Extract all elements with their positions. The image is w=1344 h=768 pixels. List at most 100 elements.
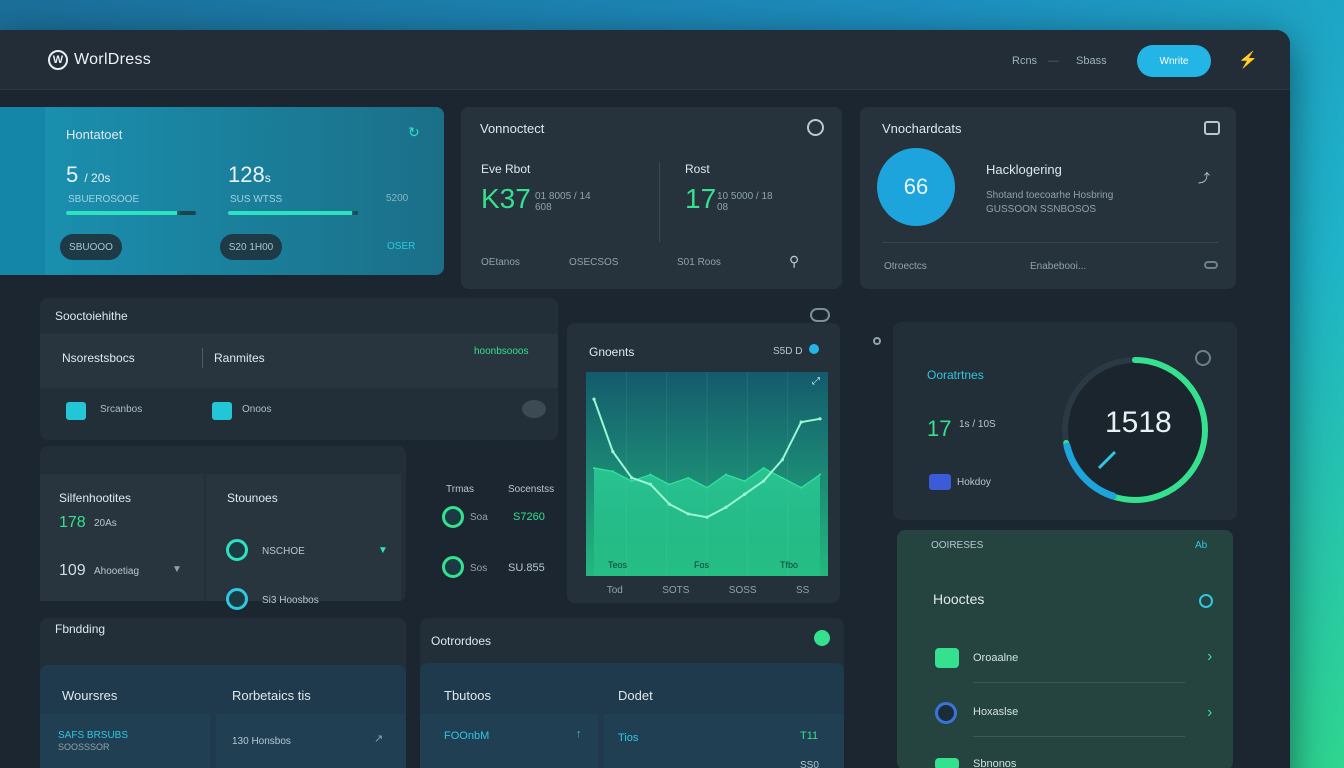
module-item-3[interactable]: Sbnonos: [973, 758, 1017, 768]
footer-mid-status-icon: [814, 630, 830, 646]
stats-footer-c[interactable]: S01 Roos: [677, 257, 721, 268]
stats-footer-a[interactable]: OEtanos: [481, 257, 520, 268]
chart-point: [743, 492, 747, 496]
modules-panel: OOIRESES Ab Hooctes Oroaalne › Hoxaslse …: [897, 530, 1233, 768]
gauge-arc: [1062, 357, 1208, 503]
nav-separator: —: [1048, 55, 1059, 67]
mid-row2-value: SU.855: [508, 562, 545, 574]
chart-point: [799, 420, 803, 424]
profile-footer-a[interactable]: Otroectcs: [884, 261, 927, 272]
gauge-ring: [1062, 357, 1208, 503]
pill-button-a[interactable]: SBUOOO: [60, 234, 122, 260]
metric-a-progress: [66, 211, 196, 215]
stats-card: Vonnoctect Eve Rbot K37 01 8005 / 14 608…: [461, 107, 842, 289]
chart-point: [762, 467, 765, 469]
module-icon-1: [935, 648, 959, 668]
cloud-icon[interactable]: [522, 400, 546, 418]
primary-action-button[interactable]: Wnrite: [1137, 45, 1211, 77]
chart-point: [819, 473, 821, 476]
chart-point: [687, 476, 690, 479]
settings-icon[interactable]: [807, 119, 824, 136]
app-window: W WorlDress Rcns — Sbass Wnrite ⚡ Hontat…: [0, 30, 1290, 768]
chart-x-tick-label: Teos: [608, 560, 628, 570]
profile-card: Vnochardcats 66 Hacklogering Shotand toe…: [860, 107, 1236, 289]
window-icon[interactable]: [1204, 121, 1220, 135]
footer-mid-cell-c: SS0: [800, 760, 819, 768]
status-circle-icon: [226, 539, 248, 561]
footer-left-tab-b[interactable]: Rorbetaics tis: [232, 688, 311, 703]
profile-desc-2: GUSSOON SSNBOSOS: [986, 204, 1097, 215]
logo[interactable]: W WorlDress: [48, 50, 151, 70]
area-chart: Teos Fos Tfbo ⤢: [586, 372, 828, 576]
hero-link[interactable]: OSER: [387, 241, 416, 252]
bolt-icon[interactable]: ⚡: [1238, 52, 1258, 69]
mid-row2-label: Sos: [470, 563, 488, 574]
gauge-metric-value: 17: [927, 416, 952, 441]
module-divider-2: [973, 736, 1185, 737]
chevron-right-icon[interactable]: ›: [1207, 648, 1213, 665]
gauge-settings-icon[interactable]: [1195, 350, 1211, 366]
status-row1-value: 178: [59, 514, 86, 531]
logo-text: WorlDress: [74, 51, 152, 68]
footer-mid-tab-a[interactable]: Tbutoos: [444, 688, 491, 703]
nav-link-rcns[interactable]: Rcns: [1012, 55, 1038, 67]
stats-footer-b[interactable]: OSECSOS: [569, 257, 619, 268]
pill-button-b[interactable]: S20 1H00: [220, 234, 282, 260]
footer-left-cell-a: [40, 714, 210, 768]
mid-row1-value: S7260: [513, 511, 545, 523]
modules-header-right[interactable]: Ab: [1195, 540, 1208, 551]
stat-a-label: Eve Rbot: [481, 162, 531, 176]
stats-card-title: Vonnoctect: [480, 121, 545, 136]
services-item-a[interactable]: Srcanbos: [100, 404, 143, 415]
status-circle-icon-2: [226, 588, 248, 610]
wordpress-logo-icon: W: [48, 50, 68, 70]
toggle-icon[interactable]: [1204, 261, 1218, 269]
chart-point: [724, 505, 728, 509]
status-col-b-row1: NSCHOE: [262, 546, 305, 557]
stat-b-meta: 10 5000 / 18 08: [717, 191, 773, 213]
chart-point: [818, 417, 822, 421]
footer-mid-tab-b[interactable]: Dodet: [618, 688, 653, 703]
chart-point: [611, 450, 615, 454]
services-menu-icon[interactable]: [810, 308, 830, 322]
services-title: Sooctoiehithe: [55, 309, 128, 323]
gauge-blue-arc: [1063, 442, 1117, 500]
search-icon[interactable]: ⚲: [789, 253, 800, 269]
footer-left-cell-b-bg: [216, 714, 406, 768]
chart-footer-d: SS: [795, 585, 810, 596]
modules-refresh-icon[interactable]: [1199, 594, 1213, 608]
pin-icon[interactable]: ⤴: [1198, 171, 1211, 185]
footer-left-tab-a[interactable]: Woursres: [62, 688, 118, 703]
chevron-right-icon-2[interactable]: ›: [1207, 704, 1213, 721]
profile-footer-b[interactable]: Enabebooi...: [1030, 261, 1087, 272]
modules-header: OOIRESES: [931, 540, 984, 551]
profile-heading: Hacklogering: [986, 162, 1062, 177]
chart-point: [667, 502, 671, 506]
chevron-down-icon[interactable]: ▼: [172, 564, 182, 575]
module-item-1[interactable]: Oroaalne: [973, 652, 1019, 664]
chart-point: [630, 476, 634, 480]
status-col-a: [40, 474, 204, 601]
chart-point: [705, 515, 709, 519]
refresh-icon[interactable]: ↻: [408, 124, 420, 140]
footer-mid-arrow-icon[interactable]: ↑: [576, 728, 582, 740]
chart-point: [724, 473, 727, 476]
chart-expand-icon[interactable]: ⤢: [812, 376, 820, 387]
module-item-2[interactable]: Hoxaslse: [973, 706, 1019, 718]
chart-point: [743, 480, 746, 483]
services-tab-b[interactable]: Ranmites: [214, 351, 265, 365]
metric-a-sub: SBUEROSOOE: [68, 194, 140, 205]
status-col-b-title: Stounoes: [227, 491, 278, 505]
services-tab-a[interactable]: Nsorestsbocs: [62, 351, 135, 365]
nav-link-sbass[interactable]: Sbass: [1076, 55, 1107, 67]
chevron-down-icon-2[interactable]: ▼: [378, 545, 388, 556]
mid-row2-icon: [442, 556, 464, 578]
footer-left-arrow-icon[interactable]: ↗: [374, 733, 384, 745]
chart-series-area: [594, 468, 820, 576]
chart-point: [630, 480, 633, 483]
chart-x-tick-label: Tfbo: [780, 560, 798, 570]
services-item-b[interactable]: Onoos: [242, 404, 272, 415]
metric-b-progress: [228, 211, 358, 215]
services-tab-c[interactable]: hoonbsooos: [474, 346, 529, 357]
stat-b-label: Rost: [685, 162, 710, 176]
